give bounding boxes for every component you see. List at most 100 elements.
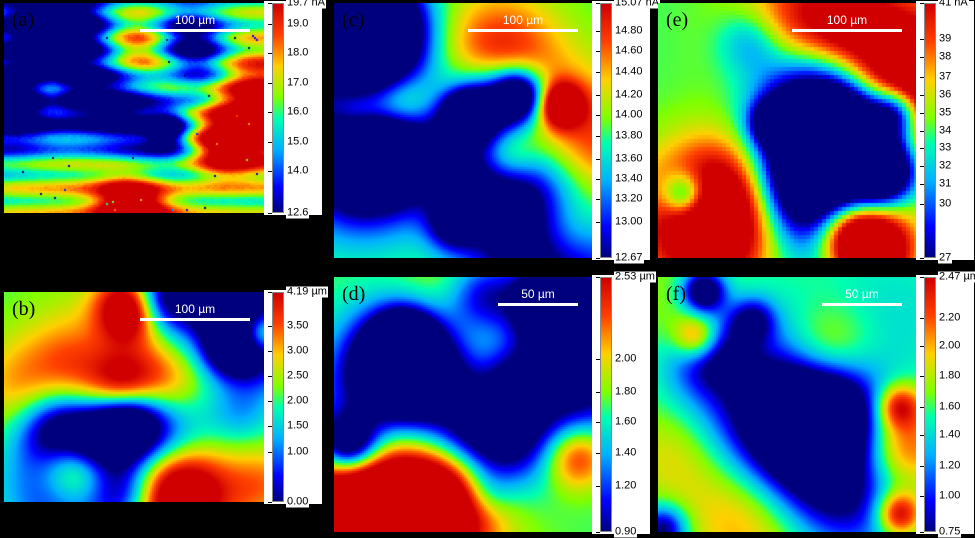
colorbar-labels-c: 15.07 nA14.8014.6014.4014.2014.0013.8013…	[612, 3, 652, 258]
colorbar-tick	[268, 213, 272, 214]
colorbar-label: 37	[938, 71, 952, 82]
colorbar-label: 38	[938, 51, 952, 62]
colorbar-strip-a	[272, 3, 284, 213]
colorbar-strip-f	[924, 277, 936, 532]
colorbar-label: 2.47 µm	[938, 272, 975, 283]
colorbar-label: 13.80	[614, 130, 644, 141]
panel-b: (b) 100 µm	[4, 292, 264, 502]
panel-label-b: (b)	[12, 298, 35, 321]
panel-label-c: (c)	[342, 9, 364, 32]
scalebar-text-e: 100 µm	[827, 13, 867, 27]
colorbar-label: 1.80	[614, 386, 637, 397]
scalebar-f: 50 µm	[822, 287, 902, 306]
colorbar-label: 1.40	[938, 430, 961, 441]
colorbar-label: 1.20	[938, 460, 961, 471]
colorbar-label: 3.00	[286, 345, 309, 356]
colorbar-label: 15.0	[286, 136, 309, 147]
colorbar-label: 34	[938, 125, 952, 136]
colorbar-d: 2.53 µm2.001.801.601.401.200.90	[594, 277, 652, 532]
scalebar-b: 100 µm	[140, 302, 250, 321]
panel-label-f: (f)	[666, 283, 686, 306]
colorbar-a: 19.7 nA19.018.017.016.015.014.012.6	[266, 3, 324, 213]
heatmap-f	[658, 277, 916, 532]
colorbar-e: 41 nA3938373635343332313027	[918, 3, 975, 258]
colorbar-label: 19.7 nA	[286, 0, 326, 9]
colorbar-label: 2.00	[286, 396, 309, 407]
colorbar-tick	[268, 502, 272, 503]
scalebar-line-a	[140, 29, 250, 32]
colorbar-label: 1.40	[614, 447, 637, 458]
colorbar-label: 14.40	[614, 66, 644, 77]
colorbar-strip-c	[600, 3, 612, 258]
heatmap-e	[658, 3, 916, 258]
colorbar-label: 41 nA	[938, 0, 969, 9]
colorbar-label: 4.19 µm	[286, 287, 328, 298]
colorbar-tick	[596, 258, 600, 259]
heatmap-d	[334, 277, 592, 532]
heatmap-c	[334, 3, 592, 258]
colorbar-label: 1.00	[286, 446, 309, 457]
scalebar-c: 100 µm	[468, 13, 578, 32]
colorbar-label: 12.67	[614, 253, 644, 264]
panel-c: (c) 100 µm	[334, 3, 592, 258]
colorbar-c: 15.07 nA14.8014.6014.4014.2014.0013.8013…	[594, 3, 652, 258]
colorbar-label: 15.07 nA	[614, 0, 660, 9]
colorbar-label: 2.50	[286, 371, 309, 382]
scalebar-line-d	[498, 303, 578, 306]
panel-f: (f) 50 µm	[658, 277, 916, 532]
panel-label-d: (d)	[342, 283, 365, 306]
scalebar-line-b	[140, 318, 250, 321]
colorbar-labels-f: 2.47 µm2.202.001.801.601.401.201.000.75	[936, 277, 975, 532]
colorbar-label: 3.50	[286, 320, 309, 331]
colorbar-label: 31	[938, 179, 952, 190]
scalebar-text-f: 50 µm	[845, 287, 879, 301]
colorbar-label: 1.50	[286, 421, 309, 432]
panel-a: (a)100 µm	[4, 3, 264, 213]
colorbar-tick	[920, 258, 924, 259]
heatmap-b	[4, 292, 264, 502]
colorbar-label: 0.75	[938, 527, 961, 538]
colorbar-label: 1.60	[938, 402, 961, 413]
colorbar-label: 2.00	[938, 340, 961, 351]
colorbar-label: 13.20	[614, 194, 644, 205]
colorbar-label: 14.80	[614, 26, 644, 37]
colorbar-label: 13.40	[614, 173, 644, 184]
colorbar-label: 0.90	[614, 527, 637, 538]
scalebar-line-e	[792, 29, 902, 32]
colorbar-label: 35	[938, 107, 952, 118]
colorbar-strip-e	[924, 3, 936, 258]
colorbar-label: 1.60	[614, 417, 637, 428]
colorbar-label: 32	[938, 161, 952, 172]
colorbar-strip-d	[600, 277, 612, 532]
colorbar-label: 27	[938, 253, 952, 264]
colorbar-f: 2.47 µm2.202.001.801.601.401.201.000.75	[918, 277, 975, 532]
colorbar-label: 18.0	[286, 48, 309, 59]
colorbar-label: 16.0	[286, 107, 309, 118]
colorbar-label: 0.00	[286, 497, 309, 508]
colorbar-label: 1.00	[938, 491, 961, 502]
heatmap-a	[4, 3, 264, 213]
colorbar-label: 33	[938, 143, 952, 154]
colorbar-strip-b	[272, 292, 284, 502]
scalebar-text-c: 100 µm	[503, 13, 543, 27]
colorbar-label: 2.00	[614, 353, 637, 364]
scalebar-e: 100 µm	[792, 13, 902, 32]
scalebar-text-b: 100 µm	[175, 302, 215, 316]
panel-d: (d) 50 µm	[334, 277, 592, 532]
colorbar-labels-b: 4.19 µm3.503.002.502.001.501.000.00	[284, 292, 324, 502]
scalebar-text-d: 50 µm	[521, 287, 555, 301]
colorbar-label: 13.60	[614, 153, 644, 164]
scalebar-text-a: 100 µm	[175, 13, 215, 27]
figure-grid: (a)100 µm19.7 nA19.018.017.016.015.014.0…	[0, 0, 975, 534]
colorbar-b: 4.19 µm3.503.002.502.001.501.000.00	[266, 292, 324, 502]
colorbar-label: 1.80	[938, 371, 961, 382]
colorbar-label: 36	[938, 89, 952, 100]
scalebar-a: 100 µm	[140, 13, 250, 32]
colorbar-label: 14.00	[614, 110, 644, 121]
colorbar-label: 14.0	[286, 166, 309, 177]
colorbar-label: 14.60	[614, 46, 644, 57]
colorbar-label: 39	[938, 33, 952, 44]
colorbar-label: 12.6	[286, 208, 309, 219]
colorbar-label: 2.53 µm	[614, 272, 656, 283]
scalebar-line-c	[468, 29, 578, 32]
